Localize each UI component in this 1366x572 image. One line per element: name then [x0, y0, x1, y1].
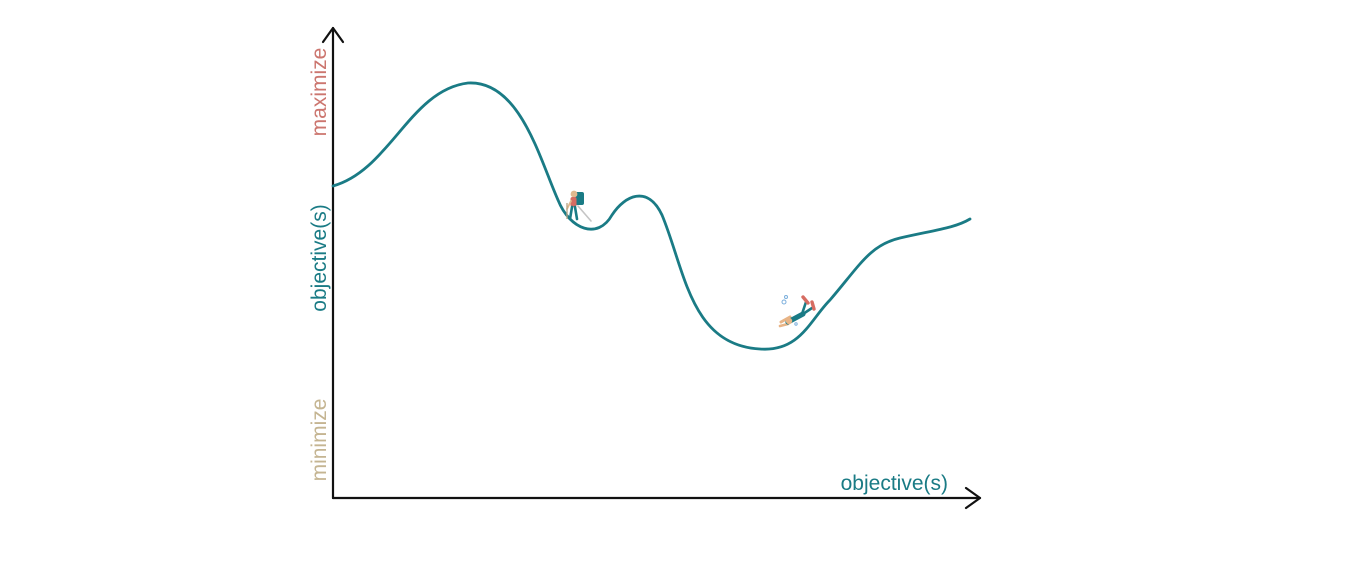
y-axis-objective-label: objective(s) — [308, 204, 331, 311]
x-axis-objective-label: objective(s) — [841, 472, 948, 495]
y-axis-labels: maximize objective(s) minimize — [308, 48, 331, 482]
objective-landscape-curve — [331, 81, 972, 351]
diver-icon — [778, 295, 816, 328]
hiker-icon — [566, 190, 592, 222]
y-axis-maximize-label: maximize — [308, 48, 331, 137]
axes — [321, 26, 982, 510]
y-axis-arrowhead — [321, 26, 345, 44]
x-axis-arrowhead — [964, 486, 982, 510]
y-axis-minimize-label: minimize — [308, 399, 331, 482]
